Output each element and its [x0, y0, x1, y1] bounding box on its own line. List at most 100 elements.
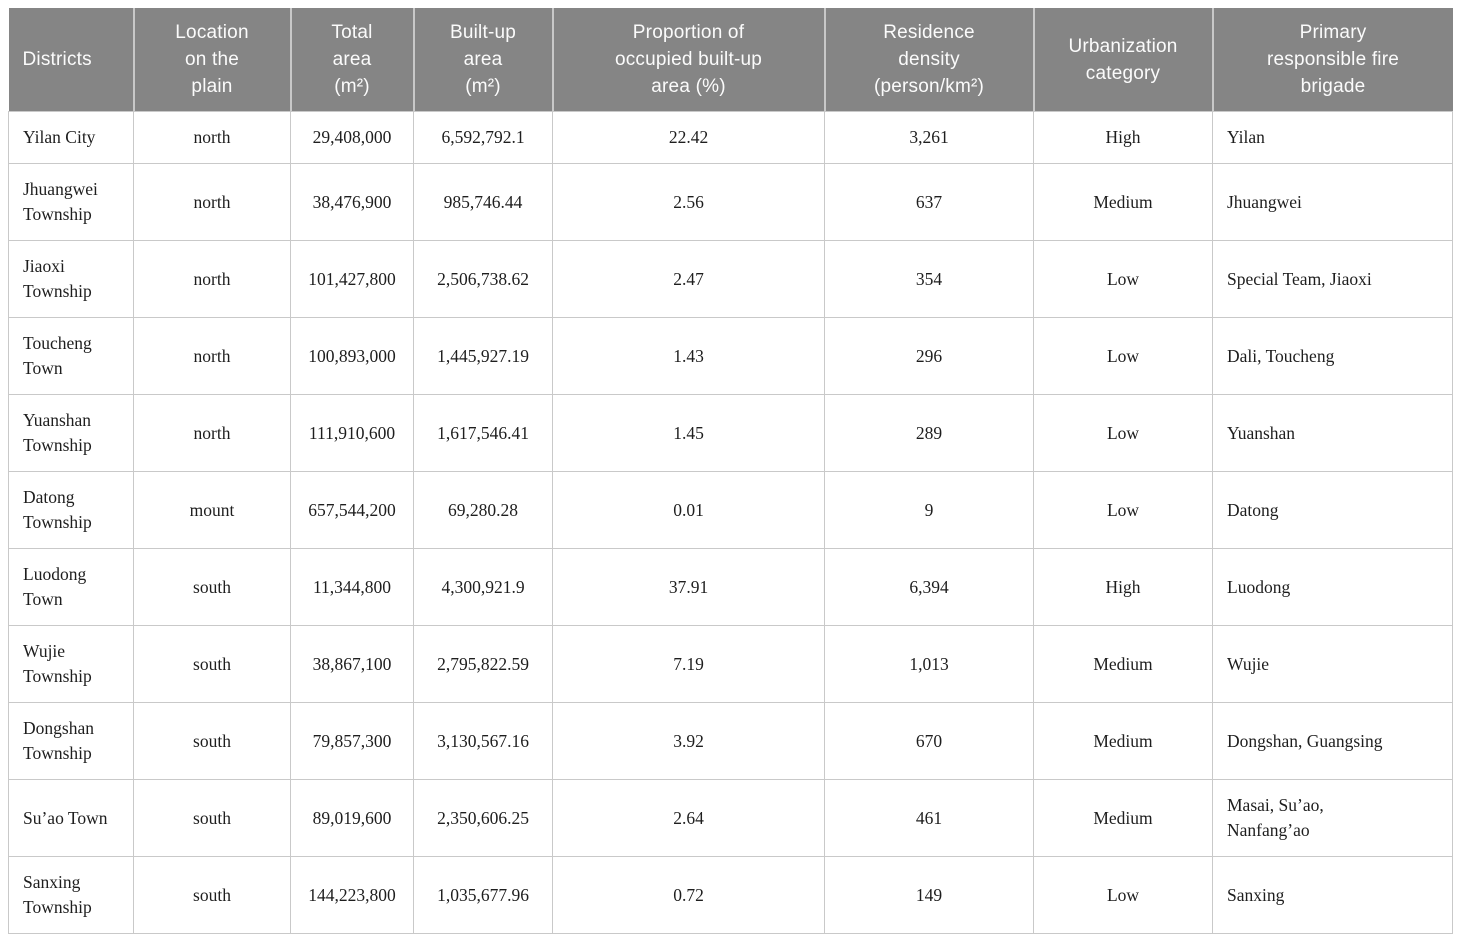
cell-fire-brigade: Dongshan, Guangsing: [1212, 702, 1453, 780]
table-row: Toucheng Town north 100,893,000 1,445,927.1…: [8, 317, 1453, 395]
cell-fire-brigade: Yuanshan: [1212, 394, 1453, 472]
column-header-districts: Districts: [8, 8, 135, 112]
table-row: Jhuangwei Township north 38,476,900 985,746…: [8, 163, 1453, 241]
cell-built-up-area: 1,445,927.19: [413, 317, 553, 395]
cell-proportion: 0.01: [552, 471, 825, 549]
cell-district: Sanxing Township: [8, 856, 134, 934]
table-row: Jiaoxi Township north 101,427,800 2,506,738…: [8, 240, 1453, 318]
cell-urbanization: Low: [1033, 471, 1213, 549]
cell-proportion: 1.43: [552, 317, 825, 395]
cell-total-area: 144,223,800: [290, 856, 414, 934]
cell-proportion: 2.56: [552, 163, 825, 241]
column-header-total-area: Total area (m²): [290, 8, 415, 112]
cell-built-up-area: 1,035,677.96: [413, 856, 553, 934]
cell-built-up-area: 69,280.28: [413, 471, 553, 549]
cell-density: 637: [824, 163, 1034, 241]
cell-district: Su’ao Town: [8, 779, 134, 857]
cell-density: 3,261: [824, 111, 1034, 164]
cell-total-area: 101,427,800: [290, 240, 414, 318]
header-row: Districts Location on the plain Total ar…: [8, 8, 1453, 112]
table-row: Wujie Township south 38,867,100 2,795,822.5…: [8, 625, 1453, 703]
cell-total-area: 89,019,600: [290, 779, 414, 857]
cell-district: Jiaoxi Township: [8, 240, 134, 318]
cell-district: Jhuangwei Township: [8, 163, 134, 241]
cell-total-area: 38,476,900: [290, 163, 414, 241]
column-header-urbanization: Urbanization category: [1033, 8, 1214, 112]
cell-density: 149: [824, 856, 1034, 934]
table-row: Dongshan Township south 79,857,300 3,130,56…: [8, 702, 1453, 780]
cell-fire-brigade: Luodong: [1212, 548, 1453, 626]
cell-density: 1,013: [824, 625, 1034, 703]
cell-total-area: 29,408,000: [290, 111, 414, 164]
cell-density: 6,394: [824, 548, 1034, 626]
cell-district: Toucheng Town: [8, 317, 134, 395]
cell-location: north: [133, 111, 291, 164]
table-row: Su’ao Town south 89,019,600 2,350,606.25 2.6…: [8, 779, 1453, 857]
cell-built-up-area: 6,592,792.1: [413, 111, 553, 164]
cell-location: mount: [133, 471, 291, 549]
cell-proportion: 22.42: [552, 111, 825, 164]
cell-fire-brigade: Dali, Toucheng: [1212, 317, 1453, 395]
cell-built-up-area: 4,300,921.9: [413, 548, 553, 626]
cell-total-area: 38,867,100: [290, 625, 414, 703]
cell-district: Yilan City: [8, 111, 134, 164]
cell-urbanization: High: [1033, 111, 1213, 164]
cell-density: 296: [824, 317, 1034, 395]
cell-district: Yuanshan Township: [8, 394, 134, 472]
column-header-fire-brigade: Primary responsible fire brigade: [1212, 8, 1453, 112]
column-header-location: Location on the plain: [133, 8, 292, 112]
table-header: Districts Location on the plain Total ar…: [8, 8, 1453, 112]
cell-urbanization: Medium: [1033, 163, 1213, 241]
cell-total-area: 11,344,800: [290, 548, 414, 626]
cell-location: south: [133, 625, 291, 703]
cell-total-area: 657,544,200: [290, 471, 414, 549]
cell-total-area: 79,857,300: [290, 702, 414, 780]
cell-district: Wujie Township: [8, 625, 134, 703]
cell-location: north: [133, 394, 291, 472]
cell-location: north: [133, 317, 291, 395]
table-row: Datong Township mount 657,544,200 69,280.28…: [8, 471, 1453, 549]
cell-urbanization: Medium: [1033, 625, 1213, 703]
cell-location: south: [133, 779, 291, 857]
cell-fire-brigade: Special Team, Jiaoxi: [1212, 240, 1453, 318]
cell-location: north: [133, 240, 291, 318]
cell-location: south: [133, 702, 291, 780]
cell-district: Dongshan Township: [8, 702, 134, 780]
cell-fire-brigade: Masai, Su’ao, Nanfang’ao: [1212, 779, 1453, 857]
cell-urbanization: Medium: [1033, 779, 1213, 857]
cell-location: north: [133, 163, 291, 241]
cell-proportion: 1.45: [552, 394, 825, 472]
cell-proportion: 3.92: [552, 702, 825, 780]
cell-urbanization: Medium: [1033, 702, 1213, 780]
cell-built-up-area: 2,350,606.25: [413, 779, 553, 857]
cell-urbanization: Low: [1033, 240, 1213, 318]
column-header-proportion: Proportion of occupied built-up area (%): [552, 8, 826, 112]
cell-location: south: [133, 856, 291, 934]
cell-urbanization: High: [1033, 548, 1213, 626]
cell-urbanization: Low: [1033, 317, 1213, 395]
cell-total-area: 100,893,000: [290, 317, 414, 395]
cell-fire-brigade: Yilan: [1212, 111, 1453, 164]
table-row: Yilan City north 29,408,000 6,592,792.1 22.4…: [8, 111, 1453, 164]
cell-fire-brigade: Sanxing: [1212, 856, 1453, 934]
cell-fire-brigade: Datong: [1212, 471, 1453, 549]
cell-density: 670: [824, 702, 1034, 780]
cell-fire-brigade: Jhuangwei: [1212, 163, 1453, 241]
cell-fire-brigade: Wujie: [1212, 625, 1453, 703]
cell-built-up-area: 3,130,567.16: [413, 702, 553, 780]
cell-proportion: 0.72: [552, 856, 825, 934]
cell-built-up-area: 1,617,546.41: [413, 394, 553, 472]
cell-urbanization: Low: [1033, 394, 1213, 472]
cell-location: south: [133, 548, 291, 626]
table-row: Luodong Town south 11,344,800 4,300,921.9 37…: [8, 548, 1453, 626]
cell-district: Datong Township: [8, 471, 134, 549]
cell-density: 9: [824, 471, 1034, 549]
cell-proportion: 2.64: [552, 779, 825, 857]
cell-district: Luodong Town: [8, 548, 134, 626]
table-row: Yuanshan Township north 111,910,600 1,617,5…: [8, 394, 1453, 472]
cell-built-up-area: 2,795,822.59: [413, 625, 553, 703]
cell-density: 461: [824, 779, 1034, 857]
table-body: Yilan City north 29,408,000 6,592,792.1 22.4…: [8, 111, 1453, 934]
cell-proportion: 2.47: [552, 240, 825, 318]
